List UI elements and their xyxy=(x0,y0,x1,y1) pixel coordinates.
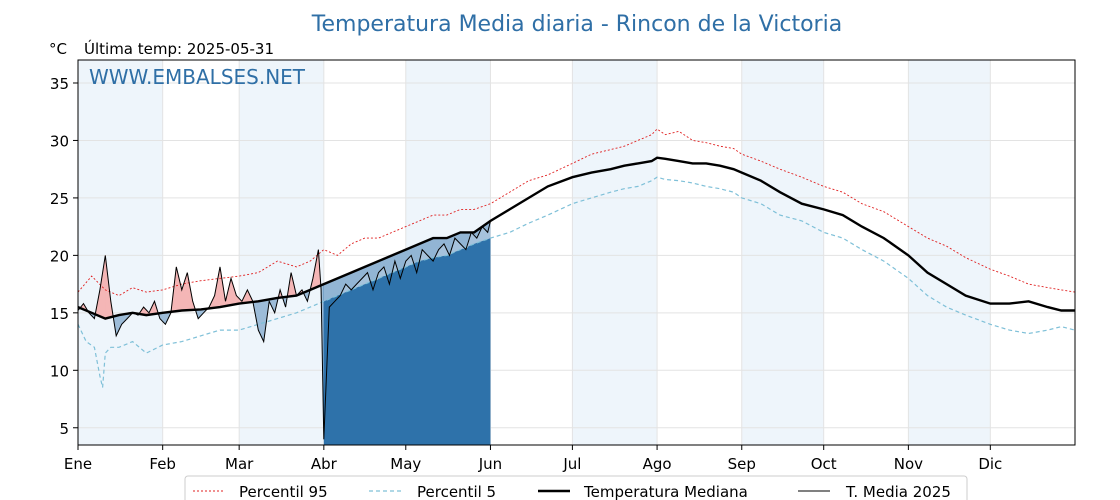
watermark: WWW.EMBALSES.NET xyxy=(89,65,306,89)
x-tick-label-nov: Nov xyxy=(894,455,923,473)
y-tick-label-5: 5 xyxy=(59,420,69,438)
month-bands xyxy=(78,60,991,445)
y-axis-unit: °C xyxy=(49,40,67,58)
median-p5-band-fill xyxy=(323,220,491,302)
legend-label-p5: Percentil 5 xyxy=(417,483,496,500)
y-tick-label-35: 35 xyxy=(50,75,69,93)
x-tick-label-mar: Mar xyxy=(225,455,254,473)
legend-label-median: Temperatura Mediana xyxy=(583,483,748,500)
x-tick-label-dic: Dic xyxy=(978,455,1002,473)
x-tick-label-may: May xyxy=(390,455,421,473)
series-line-p5 xyxy=(77,176,1076,388)
x-tick-label-ago: Ago xyxy=(643,455,672,473)
series-line-median xyxy=(77,156,1075,320)
y-tick-label-20: 20 xyxy=(50,247,69,265)
month-band-nov xyxy=(908,60,991,445)
series-line-p95 xyxy=(77,128,1076,297)
legend-box xyxy=(184,475,968,500)
series-lines xyxy=(77,128,1076,440)
y-axis-ticks: 5 10 15 20 25 30 35 xyxy=(50,75,78,438)
x-tick-label-feb: Feb xyxy=(149,455,176,473)
month-band-mar xyxy=(239,60,324,445)
above-median-fill xyxy=(176,266,183,312)
x-tick-label-ene: Ene xyxy=(64,455,92,473)
legend-label-t2025: T. Media 2025 xyxy=(845,483,951,500)
month-band-jul xyxy=(572,60,658,445)
y-tick-label-10: 10 xyxy=(50,362,69,380)
above-median-fill xyxy=(181,272,188,311)
x-tick-label-jun: Jun xyxy=(478,455,502,473)
month-band-sep xyxy=(741,60,824,445)
y-tick-label-30: 30 xyxy=(50,132,69,150)
legend: Percentil 95 Percentil 5 Temperatura Media… xyxy=(184,475,968,500)
series-line-t2025 xyxy=(77,220,491,440)
plot-frame xyxy=(77,59,1076,446)
chart-title: Temperatura Media diaria - Rincon de la … xyxy=(311,12,842,37)
x-tick-label-sep: Sep xyxy=(728,455,756,473)
y-tick-label-15: 15 xyxy=(50,305,69,323)
x-axis-ticks: Ene Feb Mar Abr May Jun Jul Ago Sep Oct Nov Dic xyxy=(64,445,1002,473)
last-temp-label: Última temp: 2025-05-31 xyxy=(84,39,274,58)
x-tick-label-oct: Oct xyxy=(811,455,837,473)
x-tick-label-abr: Abr xyxy=(311,455,338,473)
below-p5-fill xyxy=(323,238,491,445)
month-band-ene xyxy=(78,60,163,445)
x-tick-label-jul: Jul xyxy=(562,455,581,473)
legend-label-p95: Percentil 95 xyxy=(239,483,328,500)
y-tick-label-25: 25 xyxy=(50,190,69,208)
